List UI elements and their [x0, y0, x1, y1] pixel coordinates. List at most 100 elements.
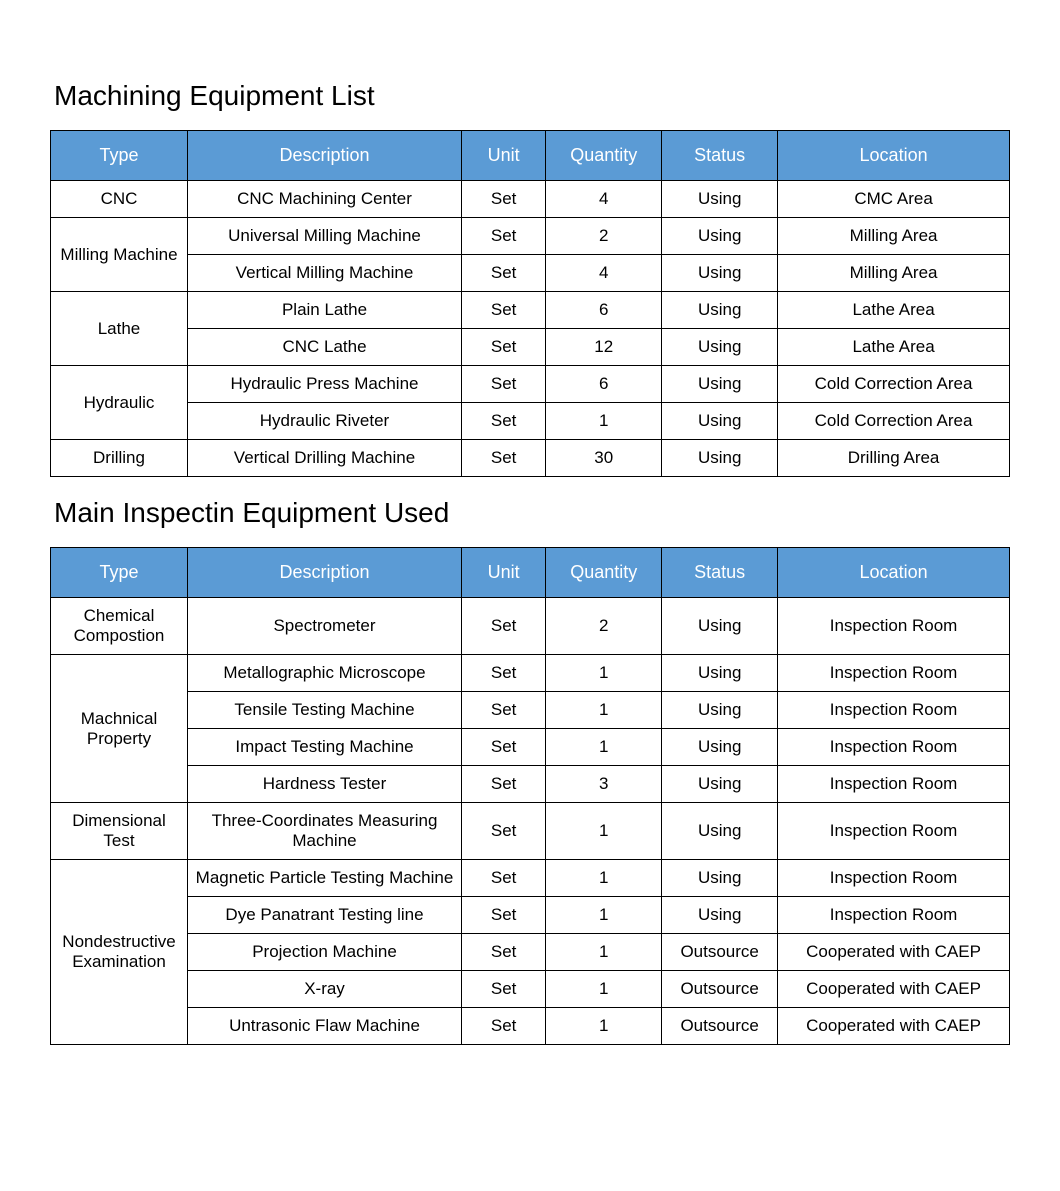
cell-quantity: 1	[546, 729, 662, 766]
cell-type: Dimensional Test	[51, 803, 188, 860]
table-row: Hydraulic Riveter Set 1 Using Cold Corre…	[51, 403, 1010, 440]
col-header-description: Description	[188, 131, 462, 181]
cell-status: Using	[662, 292, 778, 329]
cell-status: Using	[662, 692, 778, 729]
cell-status: Using	[662, 655, 778, 692]
table-row: Chemical Compostion Spectrometer Set 2 U…	[51, 598, 1010, 655]
cell-unit: Set	[462, 255, 546, 292]
cell-location: Inspection Room	[778, 897, 1010, 934]
cell-unit: Set	[462, 292, 546, 329]
col-header-unit: Unit	[462, 131, 546, 181]
cell-location: Milling Area	[778, 255, 1010, 292]
cell-quantity: 1	[546, 971, 662, 1008]
cell-quantity: 1	[546, 692, 662, 729]
cell-description: Universal Milling Machine	[188, 218, 462, 255]
cell-location: CMC Area	[778, 181, 1010, 218]
cell-quantity: 4	[546, 181, 662, 218]
cell-status: Using	[662, 860, 778, 897]
cell-status: Using	[662, 803, 778, 860]
table-row: Milling Machine Universal Milling Machin…	[51, 218, 1010, 255]
cell-description: Magnetic Particle Testing Machine	[188, 860, 462, 897]
cell-unit: Set	[462, 766, 546, 803]
table-row: CNC Lathe Set 12 Using Lathe Area	[51, 329, 1010, 366]
cell-unit: Set	[462, 598, 546, 655]
table-row: Dye Panatrant Testing line Set 1 Using I…	[51, 897, 1010, 934]
cell-unit: Set	[462, 934, 546, 971]
cell-quantity: 3	[546, 766, 662, 803]
cell-status: Using	[662, 403, 778, 440]
cell-quantity: 6	[546, 366, 662, 403]
cell-location: Lathe Area	[778, 329, 1010, 366]
cell-type: Lathe	[51, 292, 188, 366]
table-row: Machnical Property Metallographic Micros…	[51, 655, 1010, 692]
table-row: Lathe Plain Lathe Set 6 Using Lathe Area	[51, 292, 1010, 329]
cell-quantity: 30	[546, 440, 662, 477]
cell-location: Inspection Room	[778, 692, 1010, 729]
cell-location: Cold Correction Area	[778, 403, 1010, 440]
col-header-location: Location	[778, 131, 1010, 181]
cell-location: Cooperated with CAEP	[778, 1008, 1010, 1045]
cell-unit: Set	[462, 329, 546, 366]
cell-description: X-ray	[188, 971, 462, 1008]
table-row: Hardness Tester Set 3 Using Inspection R…	[51, 766, 1010, 803]
cell-location: Cold Correction Area	[778, 366, 1010, 403]
cell-status: Using	[662, 729, 778, 766]
cell-location: Cooperated with CAEP	[778, 934, 1010, 971]
cell-description: CNC Lathe	[188, 329, 462, 366]
col-header-quantity: Quantity	[546, 131, 662, 181]
cell-quantity: 1	[546, 934, 662, 971]
table-header-row: Type Description Unit Quantity Status Lo…	[51, 548, 1010, 598]
cell-unit: Set	[462, 1008, 546, 1045]
cell-unit: Set	[462, 729, 546, 766]
cell-quantity: 1	[546, 655, 662, 692]
col-header-location: Location	[778, 548, 1010, 598]
cell-type: Milling Machine	[51, 218, 188, 292]
cell-quantity: 6	[546, 292, 662, 329]
cell-type: Chemical Compostion	[51, 598, 188, 655]
col-header-description: Description	[188, 548, 462, 598]
cell-location: Inspection Room	[778, 766, 1010, 803]
cell-type: Drilling	[51, 440, 188, 477]
table-row: CNC CNC Machining Center Set 4 Using CMC…	[51, 181, 1010, 218]
cell-status: Using	[662, 598, 778, 655]
cell-unit: Set	[462, 897, 546, 934]
cell-status: Outsource	[662, 971, 778, 1008]
cell-status: Outsource	[662, 1008, 778, 1045]
cell-location: Inspection Room	[778, 803, 1010, 860]
cell-quantity: 1	[546, 1008, 662, 1045]
table-row: Nondestructive Examination Magnetic Part…	[51, 860, 1010, 897]
cell-status: Using	[662, 897, 778, 934]
cell-description: Plain Lathe	[188, 292, 462, 329]
inspection-table: Type Description Unit Quantity Status Lo…	[50, 547, 1010, 1045]
cell-description: Vertical Milling Machine	[188, 255, 462, 292]
cell-unit: Set	[462, 366, 546, 403]
cell-description: Spectrometer	[188, 598, 462, 655]
cell-location: Inspection Room	[778, 729, 1010, 766]
table-row: Untrasonic Flaw Machine Set 1 Outsource …	[51, 1008, 1010, 1045]
cell-unit: Set	[462, 971, 546, 1008]
cell-location: Inspection Room	[778, 655, 1010, 692]
cell-type: Hydraulic	[51, 366, 188, 440]
table-row: Drilling Vertical Drilling Machine Set 3…	[51, 440, 1010, 477]
cell-location: Drilling Area	[778, 440, 1010, 477]
cell-quantity: 1	[546, 403, 662, 440]
col-header-type: Type	[51, 131, 188, 181]
cell-unit: Set	[462, 181, 546, 218]
cell-status: Using	[662, 181, 778, 218]
col-header-status: Status	[662, 131, 778, 181]
table-header-row: Type Description Unit Quantity Status Lo…	[51, 131, 1010, 181]
cell-type: Nondestructive Examination	[51, 860, 188, 1045]
cell-unit: Set	[462, 440, 546, 477]
cell-description: Untrasonic Flaw Machine	[188, 1008, 462, 1045]
cell-quantity: 2	[546, 598, 662, 655]
cell-location: Inspection Room	[778, 598, 1010, 655]
cell-location: Inspection Room	[778, 860, 1010, 897]
cell-description: Metallographic Microscope	[188, 655, 462, 692]
machining-table: Type Description Unit Quantity Status Lo…	[50, 130, 1010, 477]
table-row: Projection Machine Set 1 Outsource Coope…	[51, 934, 1010, 971]
section-title: Main Inspectin Equipment Used	[54, 497, 1010, 529]
page: Machining Equipment List Type Descriptio…	[0, 0, 1060, 1105]
table-row: Tensile Testing Machine Set 1 Using Insp…	[51, 692, 1010, 729]
col-header-unit: Unit	[462, 548, 546, 598]
cell-type: Machnical Property	[51, 655, 188, 803]
